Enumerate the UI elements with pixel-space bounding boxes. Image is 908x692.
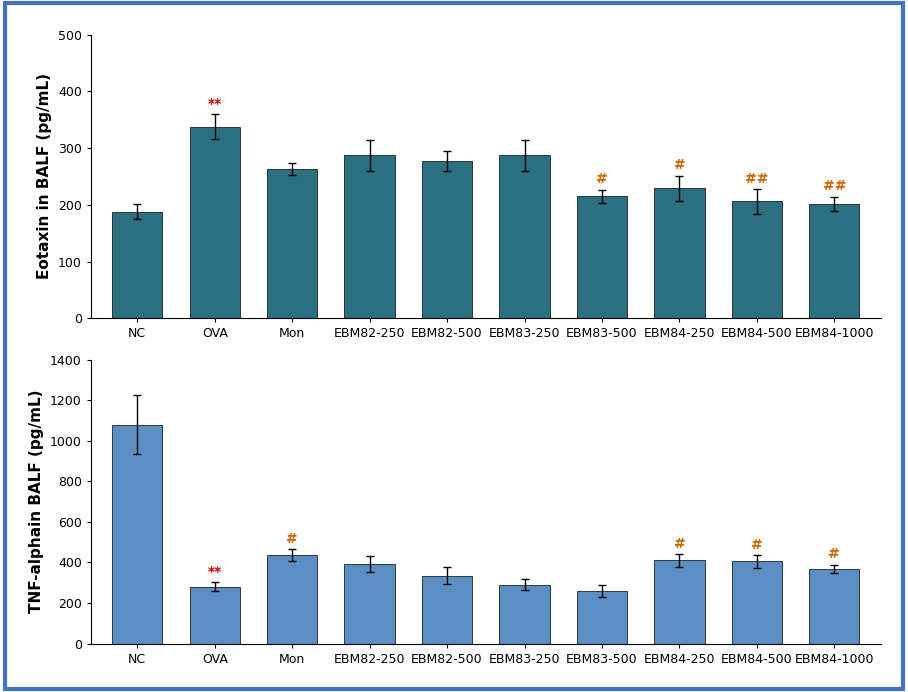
- Bar: [655, 561, 705, 644]
- Bar: [112, 212, 163, 318]
- Bar: [267, 556, 317, 644]
- Text: #: #: [674, 158, 686, 172]
- Text: #: #: [286, 532, 298, 546]
- Y-axis label: Eotaxin in BALF (pg/mL): Eotaxin in BALF (pg/mL): [37, 73, 53, 280]
- Bar: [190, 587, 240, 644]
- Bar: [809, 569, 860, 644]
- Bar: [577, 197, 627, 318]
- Bar: [267, 169, 317, 318]
- Text: ##: ##: [823, 179, 846, 194]
- Bar: [499, 585, 549, 644]
- Bar: [344, 156, 395, 318]
- Text: #: #: [828, 547, 840, 561]
- Bar: [732, 561, 782, 644]
- Bar: [499, 156, 549, 318]
- Y-axis label: TNF-alphain BALF (pg/mL): TNF-alphain BALF (pg/mL): [29, 390, 44, 613]
- Bar: [112, 425, 163, 644]
- Text: #: #: [751, 538, 763, 552]
- Text: #: #: [596, 172, 607, 186]
- Bar: [809, 203, 860, 318]
- Bar: [732, 201, 782, 318]
- Text: **: **: [208, 97, 222, 111]
- Bar: [577, 591, 627, 644]
- Bar: [422, 576, 472, 644]
- Bar: [190, 127, 240, 318]
- Text: #: #: [674, 538, 686, 552]
- Bar: [422, 161, 472, 318]
- Bar: [344, 564, 395, 644]
- Bar: [655, 188, 705, 318]
- Text: **: **: [208, 565, 222, 579]
- Text: ##: ##: [745, 172, 768, 185]
